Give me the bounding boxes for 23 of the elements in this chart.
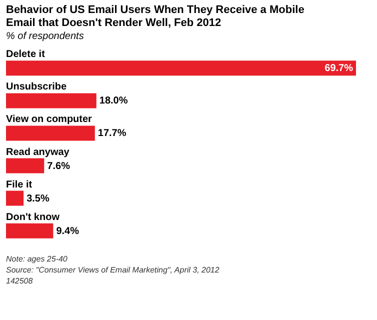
- bar: [6, 93, 96, 108]
- bar: [6, 223, 54, 238]
- text: 142508: [6, 276, 34, 286]
- chart-title: Behavior of US Email Users When They Receive a Mobile Email that Doesn't Render Well, Feb 2012: [6, 4, 304, 29]
- data-label: 9.4%: [56, 226, 80, 237]
- data-label: 7.6%: [47, 160, 70, 172]
- chart-subtitle: % of respondents: [6, 31, 84, 42]
- y-tick-label: View on computer: [6, 114, 92, 126]
- data-label: 69.7%: [324, 63, 354, 74]
- bar: [6, 60, 356, 76]
- bar: [6, 158, 44, 174]
- y-tick-label: Read anyway: [6, 146, 70, 158]
- data-label: 3.5%: [26, 193, 50, 204]
- y-tick-label: Unsubscribe: [6, 82, 68, 93]
- source-note: Source: "Consumer Views of Email Marketing", April 3, 2012: [6, 266, 220, 274]
- text: Note: ages 25-40: [6, 254, 68, 264]
- bar: [6, 190, 24, 206]
- y-tick-label: File it: [6, 179, 33, 190]
- y-tick-label: Delete it: [6, 49, 46, 60]
- bar: [6, 126, 95, 141]
- data-label: 18.0%: [99, 96, 128, 107]
- data-label: 17.7%: [98, 128, 126, 140]
- y-tick-label: Don't know: [6, 212, 60, 223]
